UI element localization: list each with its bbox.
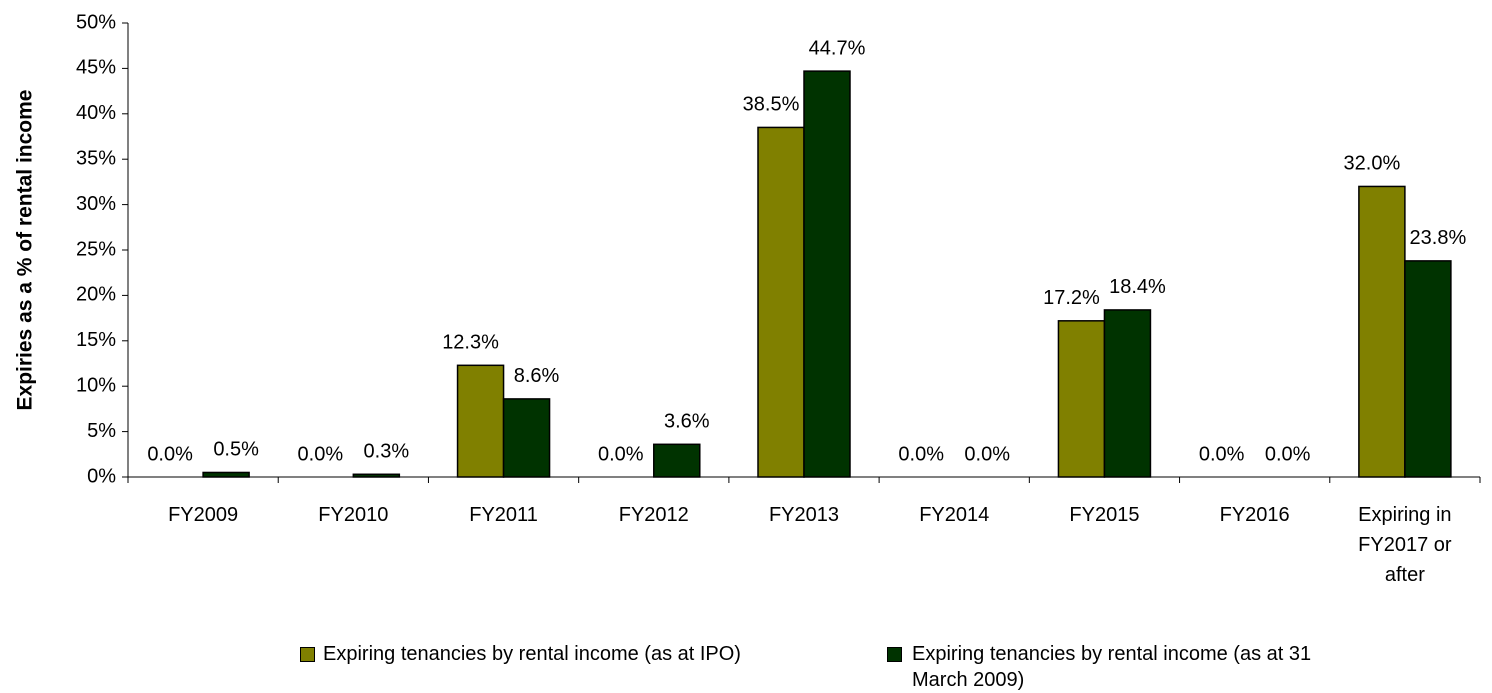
y-tick-label: 15% (76, 329, 116, 351)
x-tick-label: FY2015 (1069, 504, 1140, 526)
value-label: 0.5% (213, 439, 259, 461)
y-tick-label: 5% (87, 420, 116, 442)
bar (1103, 309, 1152, 478)
x-tick-label: FY2010 (318, 504, 389, 526)
y-tick-label: 25% (76, 238, 116, 260)
x-tick-label: FY2009 (168, 504, 239, 526)
y-axis-label: Expiries as a % of rental income (14, 90, 37, 411)
bar (757, 126, 805, 478)
bar (456, 364, 505, 478)
y-tick-label: 10% (76, 374, 116, 396)
x-tick-label: FY2012 (618, 504, 689, 526)
value-label: 18.4% (1109, 276, 1166, 298)
x-tick-label: Expiring in FY2017 or after (1358, 504, 1452, 586)
y-tick-label: 0% (87, 465, 116, 487)
y-tick-label: 40% (76, 102, 116, 124)
value-label: 0.0% (1199, 443, 1245, 465)
page: Expiries as a % of rental income 0% 5% 10%… (13, 11, 1481, 691)
legend-label: Expiring tenancies by rental income (as … (323, 643, 741, 665)
legend-label: Expiring tenancies by rental income (as … (912, 643, 1312, 691)
value-label: 0.3% (364, 441, 410, 463)
y-tick-label: 50% (76, 11, 116, 33)
bar (202, 471, 250, 478)
value-label: 8.6% (514, 365, 560, 387)
bar (653, 443, 701, 478)
value-label: 12.3% (442, 332, 499, 354)
x-tick-label: FY2013 (768, 504, 840, 526)
y-tick-label: 35% (76, 147, 116, 169)
value-label: 0.0% (298, 443, 344, 465)
legend-swatch (887, 647, 902, 662)
value-label: 0.0% (147, 443, 193, 465)
x-tick-label: FY2014 (919, 504, 990, 526)
value-label: 0.0% (598, 443, 644, 465)
value-label: 32.0% (1344, 153, 1401, 175)
chart: Expiries as a % of rental income 0% 5% 10%… (14, 11, 1481, 487)
bar (1404, 260, 1452, 478)
value-label: 17.2% (1043, 287, 1100, 309)
x-tick-label: FY2016 (1219, 504, 1290, 526)
x-tick-label: FY2011 (469, 504, 538, 526)
bar (1057, 320, 1106, 478)
value-label: 44.7% (809, 37, 866, 59)
y-tick-label: 30% (76, 193, 116, 215)
legend-swatch (300, 647, 315, 662)
value-label: 0.0% (1265, 443, 1311, 465)
value-label: 23.8% (1410, 227, 1467, 249)
value-label: 3.6% (664, 411, 710, 433)
value-label: 38.5% (743, 94, 800, 116)
bar (502, 398, 551, 478)
value-label: 0.0% (898, 443, 944, 465)
y-tick-label: 45% (76, 57, 116, 79)
value-label: 0.0% (964, 443, 1010, 465)
bar (803, 70, 851, 478)
bar (1358, 185, 1406, 478)
y-tick-label: 20% (76, 284, 116, 306)
